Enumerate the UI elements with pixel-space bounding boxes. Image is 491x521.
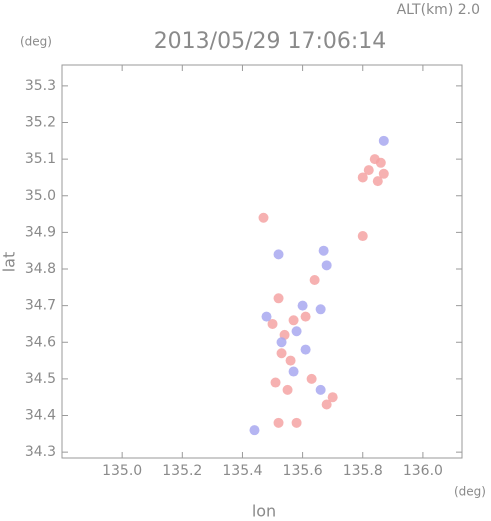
echo-point xyxy=(357,231,368,242)
echo-point xyxy=(300,311,311,322)
echo-point xyxy=(267,318,278,329)
echo-point xyxy=(291,417,302,428)
y-tick-label: 35.1 xyxy=(25,151,56,167)
x-tick-label: 135.0 xyxy=(102,463,142,479)
y-tick-label: 34.7 xyxy=(25,298,56,314)
echo-point xyxy=(321,260,332,271)
echo-point xyxy=(276,348,287,359)
echo-point xyxy=(291,326,302,337)
echo-point xyxy=(288,315,299,326)
echo-point xyxy=(276,337,287,348)
echo-point xyxy=(306,373,317,384)
y-axis-label: lat xyxy=(0,252,19,273)
x-tick-label: 136.0 xyxy=(403,463,443,479)
echo-point xyxy=(363,165,374,176)
y-tick-label: 35.2 xyxy=(25,115,56,131)
echo-point xyxy=(378,135,389,146)
echo-point xyxy=(315,304,326,315)
echo-point xyxy=(372,176,383,187)
echo-point xyxy=(261,311,272,322)
plot-frame xyxy=(61,64,463,459)
y-tick-label: 34.8 xyxy=(25,261,56,277)
echo-point xyxy=(327,392,338,403)
echo-point xyxy=(273,293,284,304)
x-axis-label: lon xyxy=(252,502,276,521)
y-tick-label: 34.3 xyxy=(25,444,56,460)
y-tick-label: 34.4 xyxy=(25,408,56,424)
echo-point xyxy=(258,212,269,223)
y-tick-label: 34.6 xyxy=(25,334,56,350)
echo-point xyxy=(282,384,293,395)
echo-point xyxy=(321,399,332,410)
echo-point xyxy=(273,249,284,260)
y-tick-label: 35.0 xyxy=(25,188,56,204)
echo-point xyxy=(273,417,284,428)
echo-point xyxy=(357,172,368,183)
x-tick-label: 135.6 xyxy=(283,463,323,479)
y-unit: (deg) xyxy=(20,35,52,49)
echo-point xyxy=(378,168,389,179)
echo-point xyxy=(315,384,326,395)
x-tick-label: 135.4 xyxy=(222,463,262,479)
x-unit: (deg) xyxy=(454,485,486,499)
altitude-annotation: ALT(km) 2.0 xyxy=(397,2,480,18)
echo-point xyxy=(249,425,260,436)
echo-point xyxy=(270,377,281,388)
echo-point xyxy=(375,157,386,168)
y-tick-label: 34.9 xyxy=(25,224,56,240)
x-tick-label: 135.2 xyxy=(162,463,202,479)
echo-point xyxy=(285,355,296,366)
echo-point xyxy=(288,366,299,377)
echo-point xyxy=(318,245,329,256)
echo-point xyxy=(309,274,320,285)
echo-point xyxy=(297,300,308,311)
y-tick-label: 34.5 xyxy=(25,371,56,387)
chart-title: 2013/05/29 17:06:14 xyxy=(154,29,387,54)
x-tick-label: 135.8 xyxy=(343,463,383,479)
echo-point xyxy=(300,344,311,355)
y-tick-label: 35.3 xyxy=(25,78,56,94)
